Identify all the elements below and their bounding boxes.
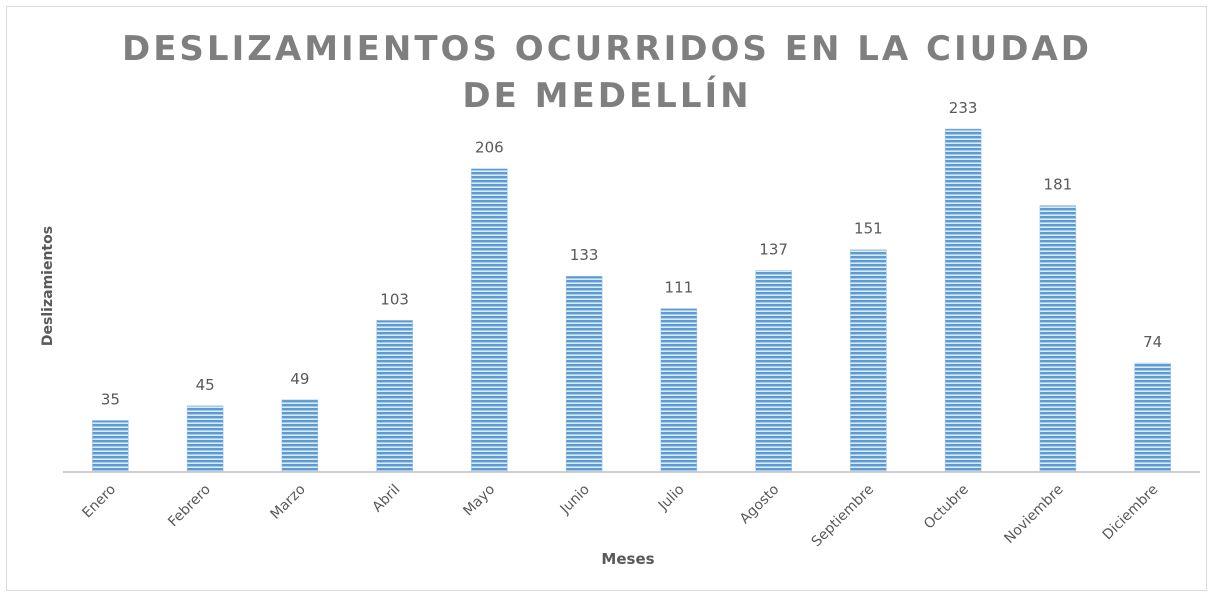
bar [944, 128, 982, 473]
bar [281, 399, 319, 473]
data-label: 35 [101, 390, 120, 408]
bar [660, 308, 698, 473]
bar [1039, 205, 1077, 473]
data-label: 206 [475, 139, 504, 157]
bar [1134, 362, 1171, 473]
x-tick-label: Junio [557, 482, 593, 518]
x-tick-label: Enero [79, 482, 119, 522]
bar [376, 320, 413, 473]
x-tick-label: Julio [655, 482, 688, 515]
bar [471, 168, 508, 473]
data-label: 49 [290, 370, 309, 388]
data-label: 151 [854, 220, 883, 238]
x-tick-label: Febrero [165, 482, 214, 531]
x-axis-title: Meses [601, 550, 654, 568]
x-tick-label: Agosto [737, 482, 783, 528]
x-tick-label: Diciembre [1100, 482, 1162, 544]
chart-border [6, 6, 1207, 591]
x-tick-label: Abril [370, 482, 404, 516]
data-label: 111 [665, 279, 694, 297]
bar [755, 270, 792, 473]
x-tick-label: Septiembre [809, 482, 878, 551]
x-tick-label: Octubre [921, 482, 972, 533]
bar [565, 275, 603, 473]
x-tick-label: Noviembre [1001, 482, 1066, 547]
x-tick-label: Mayo [460, 482, 498, 520]
data-label: 181 [1044, 176, 1073, 194]
data-label: 103 [380, 290, 409, 308]
chart-title: DESLIZAMIENTOS OCURRIDOS EN LA CIUDAD DE… [121, 29, 1093, 116]
data-label: 137 [759, 240, 788, 258]
bar [92, 420, 129, 473]
data-label: 45 [196, 376, 215, 394]
data-label: 233 [949, 99, 978, 117]
data-label: 133 [570, 246, 599, 264]
bar [850, 249, 887, 473]
data-label: 74 [1143, 333, 1162, 351]
x-tick-label: Marzo [267, 482, 308, 523]
y-axis-title: Deslizamientos [40, 226, 56, 346]
bar [186, 405, 224, 473]
